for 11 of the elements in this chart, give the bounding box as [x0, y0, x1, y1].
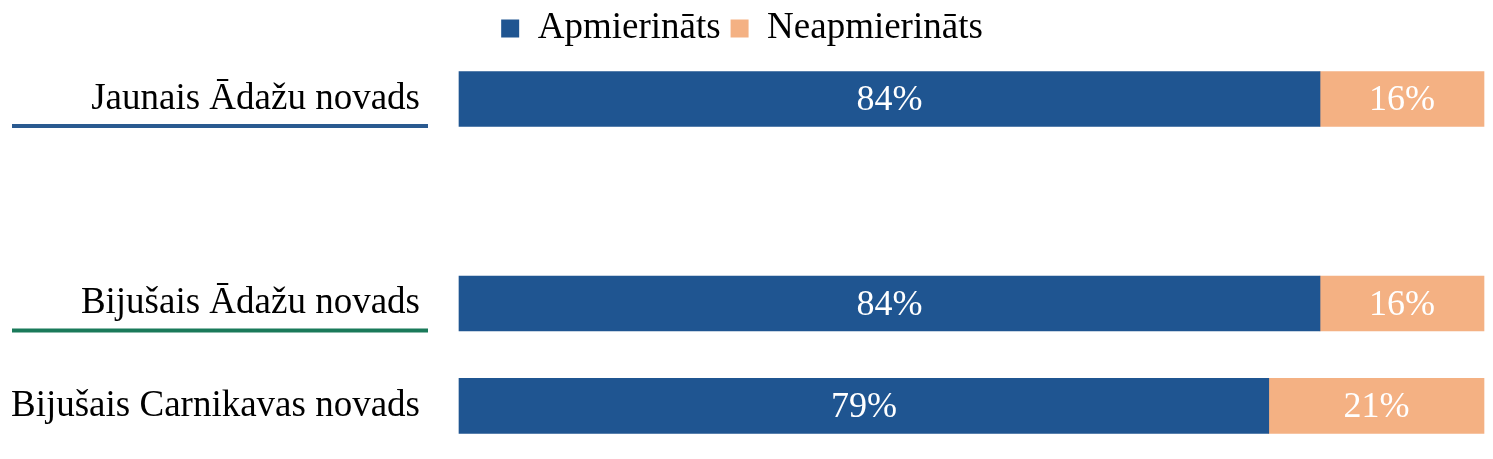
data-label: 84% [856, 78, 923, 119]
y-tick-label: Bijušais Carnikavas novads [10, 382, 420, 424]
data-label: 16% [1369, 282, 1435, 323]
data-label: 21% [1343, 385, 1410, 426]
data-label: 16% [1369, 78, 1435, 119]
y-tick-label: Jaunais Ādažu novads [91, 75, 420, 117]
data-label: 84% [856, 282, 923, 323]
data-label: 79% [830, 385, 897, 426]
legend-label: Apmierināts [537, 5, 721, 47]
legend-label: Neapmierināts [767, 5, 983, 47]
y-tick-label: Bijušais Ādažu novads [80, 280, 420, 322]
